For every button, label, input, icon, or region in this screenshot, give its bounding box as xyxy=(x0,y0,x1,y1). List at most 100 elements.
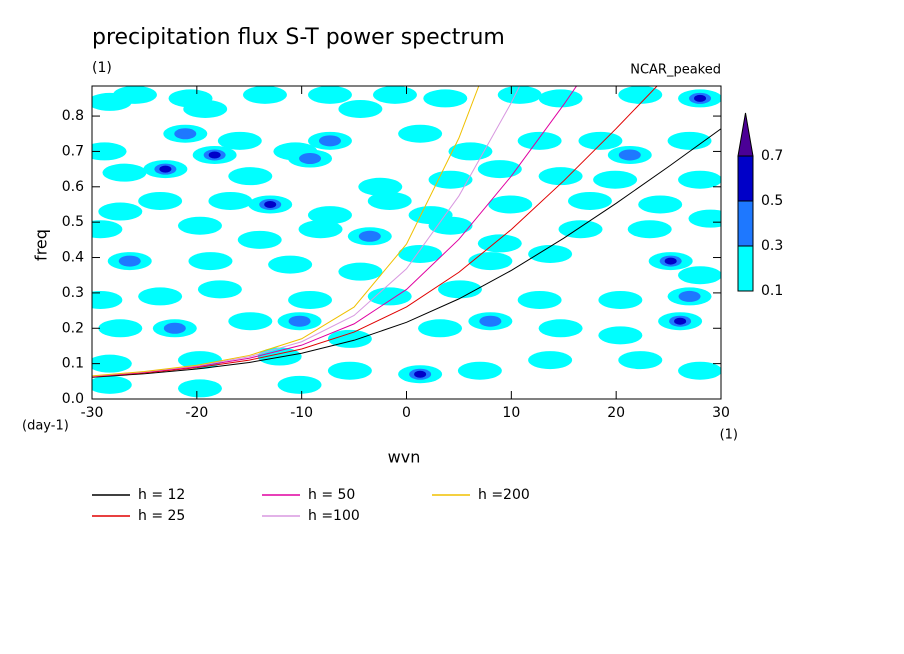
contour-patch xyxy=(428,216,473,235)
contour-patch xyxy=(398,124,443,143)
contour-patch xyxy=(188,252,233,271)
contour-patch xyxy=(688,209,721,228)
contour-patch xyxy=(299,153,322,165)
legend-label: h =200 xyxy=(478,487,530,503)
colorbar-segment xyxy=(737,245,754,292)
contour-patch xyxy=(163,322,186,334)
colorbar-extension xyxy=(737,112,754,157)
contour-patch xyxy=(288,315,311,327)
legend-label: h = 25 xyxy=(138,508,185,524)
contour-patch xyxy=(228,312,273,331)
contour-fill xyxy=(92,86,721,398)
contour-patch xyxy=(567,191,612,210)
y-unit: (day-1) xyxy=(22,419,69,434)
contour-patch xyxy=(237,230,282,249)
y-tick-label: 0.4 xyxy=(62,250,84,266)
x-unit: (1) xyxy=(720,428,738,443)
x-tick-label: 20 xyxy=(607,405,625,421)
colorbar: 0.1 0.3 0.5 0.7 xyxy=(737,112,783,299)
contour-patch xyxy=(418,319,463,338)
legend-label: h =100 xyxy=(308,508,360,524)
contour-patch xyxy=(307,206,352,225)
contour-patch xyxy=(307,86,352,104)
contour-patch xyxy=(338,99,383,118)
contour-patch xyxy=(92,354,132,373)
contour-patch xyxy=(177,216,222,235)
contour-patch xyxy=(678,170,721,189)
x-tick-label: 10 xyxy=(502,405,520,421)
contour-patch xyxy=(538,319,583,338)
contour-patch xyxy=(217,131,262,150)
contour-patch xyxy=(593,170,638,189)
contour-patch xyxy=(288,290,333,309)
contour-patch xyxy=(558,220,603,239)
contour-patch xyxy=(477,160,522,179)
contour-patch xyxy=(618,149,641,161)
contour-patch xyxy=(92,142,127,161)
dispersion-curve xyxy=(92,128,721,378)
contour-patch xyxy=(298,220,343,239)
contour-patch xyxy=(358,230,381,242)
annotation: NCAR_peaked xyxy=(630,63,721,78)
curves xyxy=(92,86,721,378)
contour-patch xyxy=(327,361,372,380)
contour-patch xyxy=(667,131,712,150)
y-tick-label: 0.8 xyxy=(62,108,84,124)
contour-patch xyxy=(694,94,707,102)
contour-patch xyxy=(414,370,427,378)
dispersion-curve xyxy=(92,86,578,377)
contour-patch xyxy=(618,86,663,104)
contour-patch xyxy=(112,86,157,104)
y-tick-label: 0.3 xyxy=(62,285,84,301)
contour-patch xyxy=(598,290,643,309)
legend-label: h = 12 xyxy=(138,487,185,503)
y-tick-label: 0.0 xyxy=(62,391,84,407)
contour-patch xyxy=(517,131,562,150)
contour-patch xyxy=(477,234,522,253)
y-tick-label: 0.2 xyxy=(62,320,84,336)
contour-patch xyxy=(174,128,197,140)
contour-patch xyxy=(372,86,417,104)
y-tick-label: 0.6 xyxy=(62,179,84,195)
contour-patch xyxy=(538,89,583,108)
contour-patch xyxy=(497,86,542,104)
contour-patch xyxy=(358,177,403,196)
contour-patch xyxy=(367,287,412,306)
contour-patch xyxy=(208,151,221,159)
chart-title: precipitation flux S-T power spectrum xyxy=(92,25,505,50)
subtitle: (1) xyxy=(92,60,112,76)
contour-patch xyxy=(428,170,473,189)
contour-patch xyxy=(264,200,277,208)
dispersion-curve xyxy=(92,86,658,378)
contour-patch xyxy=(338,262,383,281)
contour-patch xyxy=(678,266,721,285)
contour-patch xyxy=(228,167,273,186)
x-tick-label: 0 xyxy=(402,405,411,421)
contour-patch xyxy=(277,375,322,394)
contour-patch xyxy=(92,290,123,309)
contour-patch xyxy=(457,361,502,380)
contour-patch xyxy=(423,89,468,108)
x-tick-label: 30 xyxy=(712,405,730,421)
contour-patch xyxy=(398,244,443,263)
contour-patch xyxy=(517,290,562,309)
contour-patch xyxy=(367,191,412,210)
x-tick-label: -10 xyxy=(290,405,313,421)
contour-patch xyxy=(92,220,123,239)
contour-patch xyxy=(183,99,228,118)
legend-label: h = 50 xyxy=(308,487,355,503)
contour-patch xyxy=(208,191,253,210)
dispersion-curve xyxy=(92,86,480,377)
contour-patch xyxy=(578,131,623,150)
contour-patch xyxy=(437,280,482,299)
contour-patch xyxy=(268,255,313,274)
contour-patch xyxy=(92,375,132,394)
colorbar-segment xyxy=(737,200,754,247)
contour-patch xyxy=(242,86,287,104)
contour-patch xyxy=(678,361,721,380)
contour-patch xyxy=(664,257,677,265)
y-tick-label: 0.5 xyxy=(62,214,84,230)
contour-patch xyxy=(618,351,663,370)
